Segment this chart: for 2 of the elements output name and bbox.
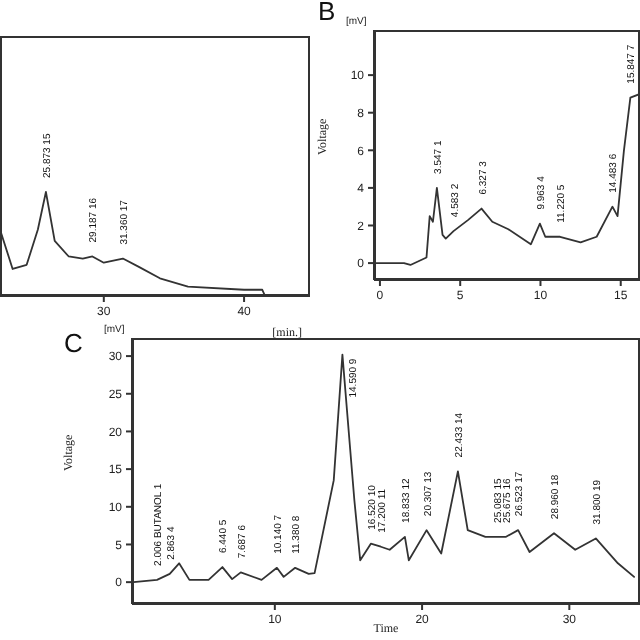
chart-title: C xyxy=(64,328,83,358)
chart-title: B xyxy=(318,0,336,26)
